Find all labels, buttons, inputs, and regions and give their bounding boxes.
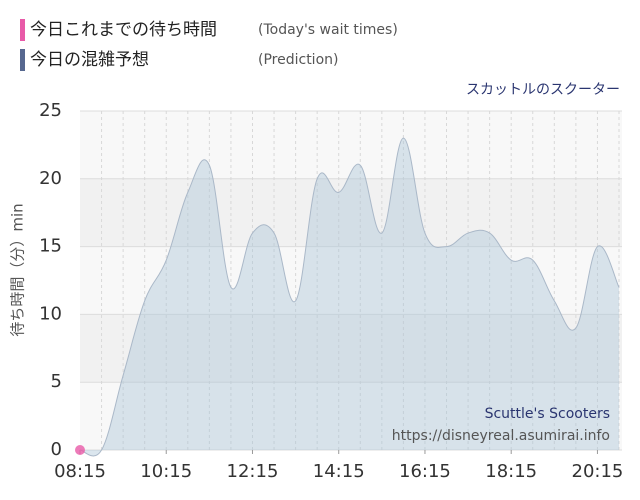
legend-label: 今日の混雑予想: [30, 50, 149, 70]
prediction-line: [79, 137, 620, 457]
y-tick-label: 20: [39, 168, 62, 189]
x-tick-label: 14:15: [313, 461, 365, 482]
plot-band: [80, 314, 622, 383]
x-tick-label: 18:15: [485, 461, 537, 482]
chart-subtitle: スカットルのスクーター: [466, 82, 620, 98]
y-tick-label: 25: [39, 100, 62, 121]
x-tick-label: 12:15: [227, 461, 279, 482]
y-axis-label: 待ち時間（分）min: [9, 203, 27, 336]
legend-label-en: (Today's wait times): [258, 22, 398, 38]
legend-label-en: (Prediction): [258, 52, 338, 68]
y-tick-label: 0: [51, 439, 62, 460]
annotation: https://disneyreal.asumirai.info: [392, 428, 610, 444]
x-tick-label: 08:15: [54, 461, 106, 482]
legend-swatch: [20, 19, 25, 41]
plot-background: [80, 111, 622, 450]
x-tick-label: 10:15: [140, 461, 192, 482]
prediction-area: [80, 138, 619, 456]
y-tick-label: 10: [39, 303, 62, 324]
plot-band: [80, 178, 622, 247]
x-tick-label: 16:15: [399, 461, 451, 482]
legend-swatch: [20, 49, 25, 71]
y-tick-label: 15: [39, 236, 62, 257]
annotation: Scuttle's Scooters: [485, 406, 610, 422]
today-point: [75, 445, 85, 455]
y-tick-label: 5: [51, 371, 62, 392]
legend-label: 今日これまでの待ち時間: [30, 20, 217, 40]
x-tick-label: 20:15: [572, 461, 624, 482]
